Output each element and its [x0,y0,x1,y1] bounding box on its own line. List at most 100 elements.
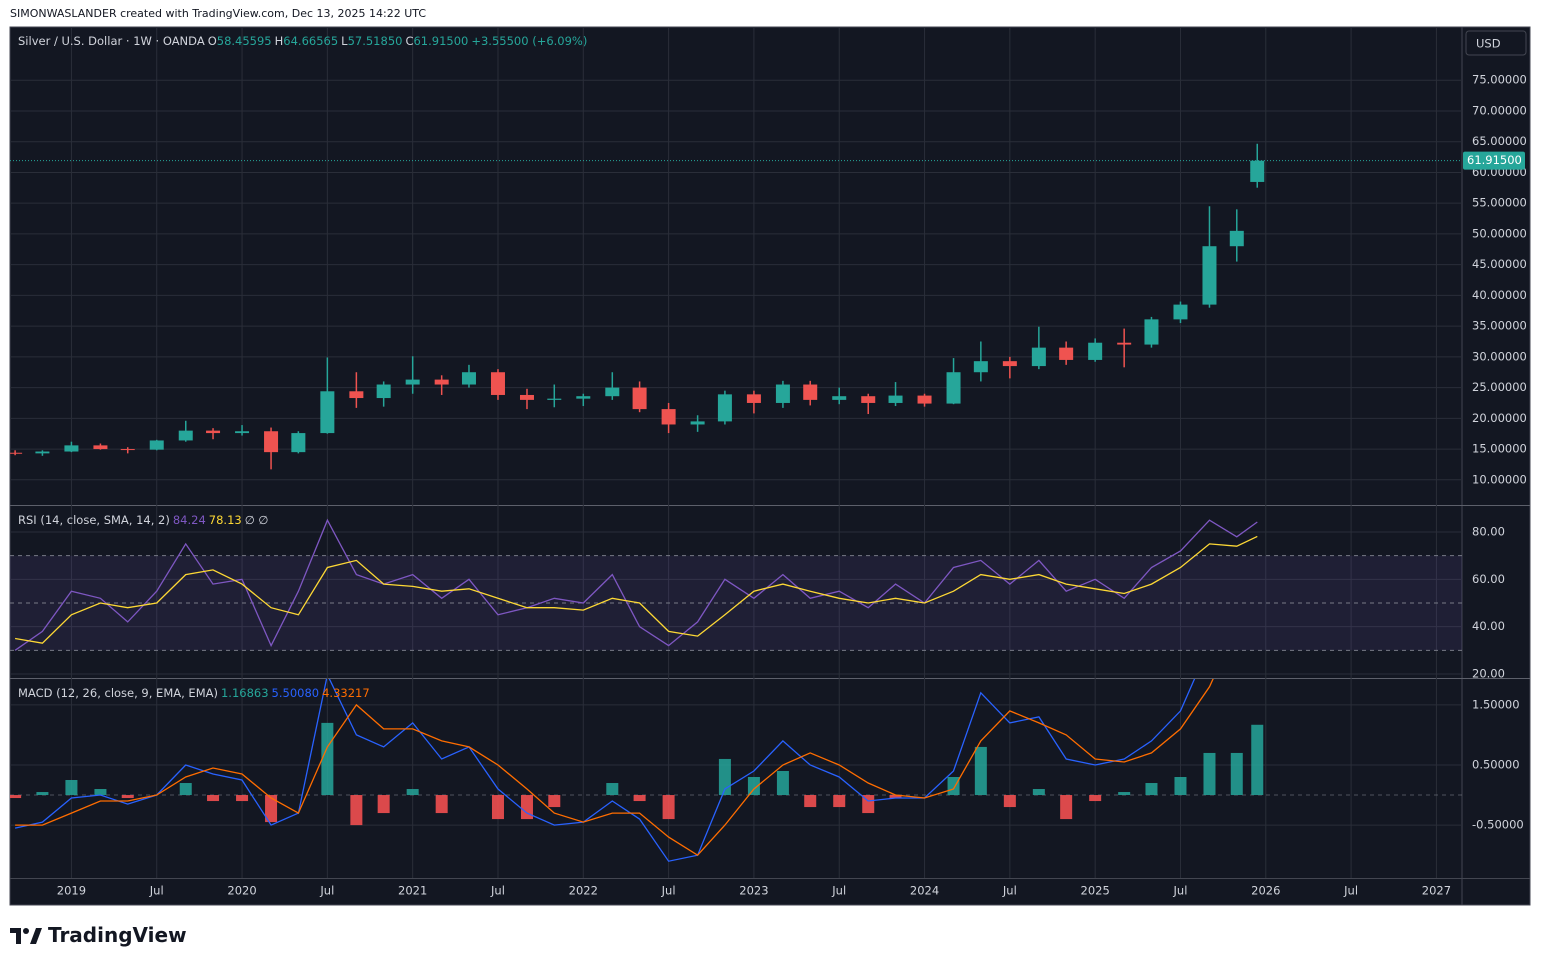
candle-body [717,394,732,422]
last-price-label: 61.91500 [1467,153,1522,167]
brand: TradingView [48,923,187,947]
candle-body [376,384,391,399]
candle-body [120,449,135,451]
x-tick-label: 2025 [1081,884,1110,898]
x-tick-label: 2019 [57,884,86,898]
x-tick-label: 2020 [227,884,256,898]
legend-value: 84.24 [172,513,206,527]
histogram-bar [1032,789,1045,796]
x-tick-label: Jul [1343,884,1358,898]
histogram-bar [633,795,646,802]
x-tick-label: 2024 [910,884,939,898]
histogram-bar [265,795,278,823]
attribution: SIMONWASLANDER created with TradingView.… [10,7,427,20]
histogram-bar [1118,792,1131,796]
x-tick-label: 2023 [739,884,768,898]
legend-label: L [341,34,348,48]
candle-body [1229,230,1244,247]
candle-body [1144,319,1159,345]
last-price-box [1463,151,1525,170]
histogram-bar [889,795,902,799]
histogram-bar [94,789,107,796]
legend-label: C [405,34,414,48]
x-tick-label: 2026 [1251,884,1280,898]
chart-background [9,26,1531,906]
y-tick-label: 55.00000 [1472,196,1527,210]
y-tick-label: 65.00000 [1472,134,1527,148]
histogram-bar [947,776,960,796]
price-legend: Silver / U.S. Dollar · 1W · OANDA O58.455… [18,34,590,48]
candle-body [64,445,79,452]
candle-body [547,398,562,400]
legend-value: 64.66565 [283,34,339,48]
legend-value: 78.13 [208,513,242,527]
histogram-bar [1251,724,1264,796]
legend-extra: ∅ ∅ [244,513,269,527]
candle-body [149,440,164,450]
candle-body [93,445,108,450]
macd-legend: MACD (12, 26, close, 9, EMA, EMA) 1.16863… [18,686,373,700]
histogram-bar [236,795,249,802]
y-tick-label: 45.00000 [1472,257,1527,271]
candle-body [775,384,790,403]
candle-body [1088,342,1103,360]
pane-marks [10,679,1462,862]
candle-body [1031,347,1046,367]
currency: USD [1476,37,1501,51]
candle-body [946,372,961,404]
legend-value: 58.45595 [216,34,272,48]
y-tick-label: 35.00000 [1472,319,1527,333]
histogram-bar [207,795,220,802]
candle-body [803,384,818,400]
logo-icon [10,928,42,944]
rsi-legend: RSI (14, close, SMA, 14, 2) 84.24 78.13 ∅ ∅ [18,513,271,527]
candle-body [35,451,50,454]
histogram-bar [520,795,533,820]
histogram-bar [974,746,987,796]
histogram-bar [606,783,619,796]
histogram-bar [548,795,561,808]
candle-body [434,379,449,385]
y-tick-label: 1.50000 [1472,697,1520,711]
candle-body [1173,304,1188,320]
histogram-bar [321,722,334,796]
y-tick-label: 10.00000 [1472,472,1527,486]
legend-title: Silver / U.S. Dollar · 1W · OANDA [18,34,205,48]
histogram-bar [36,792,49,796]
candle-body [690,421,705,425]
y-tick-label: 30.00000 [1472,349,1527,363]
x-tick-label: 2022 [569,884,598,898]
candle-body [632,387,647,410]
x-tick-label: Jul [319,884,334,898]
x-tick-label: Jul [490,884,505,898]
histogram-bar [1060,795,1073,820]
histogram-bar [406,789,419,796]
histogram-bar [179,783,192,796]
pane-marks [10,518,1462,651]
candle-body [888,395,903,403]
legend-label: H [274,34,284,48]
histogram-bar [1003,795,1016,808]
legend-change: +3.55500 (+6.09%) [471,34,588,48]
histogram-bar [718,758,731,796]
x-tick-label: Jul [149,884,164,898]
rsi-line [14,535,1258,644]
candle-body [832,396,847,400]
x-tick-label: Jul [1173,884,1188,898]
candle-body [206,430,221,434]
histogram-bar [65,780,78,796]
legend-value: 57.51850 [347,34,403,48]
candle-body [405,379,420,385]
macd-line [15,679,1214,857]
candle-body [320,391,335,434]
legend-value: 5.50080 [271,686,320,700]
y-tick-label: 0.50000 [1472,757,1520,771]
y-tick-label: 40.00 [1472,619,1505,633]
x-tick-label: Jul [661,884,676,898]
currency-button[interactable] [1465,30,1527,56]
candle-body [519,394,534,400]
macd-line [14,679,1196,862]
histogram-bar [435,795,448,814]
candle-body [1250,160,1265,182]
